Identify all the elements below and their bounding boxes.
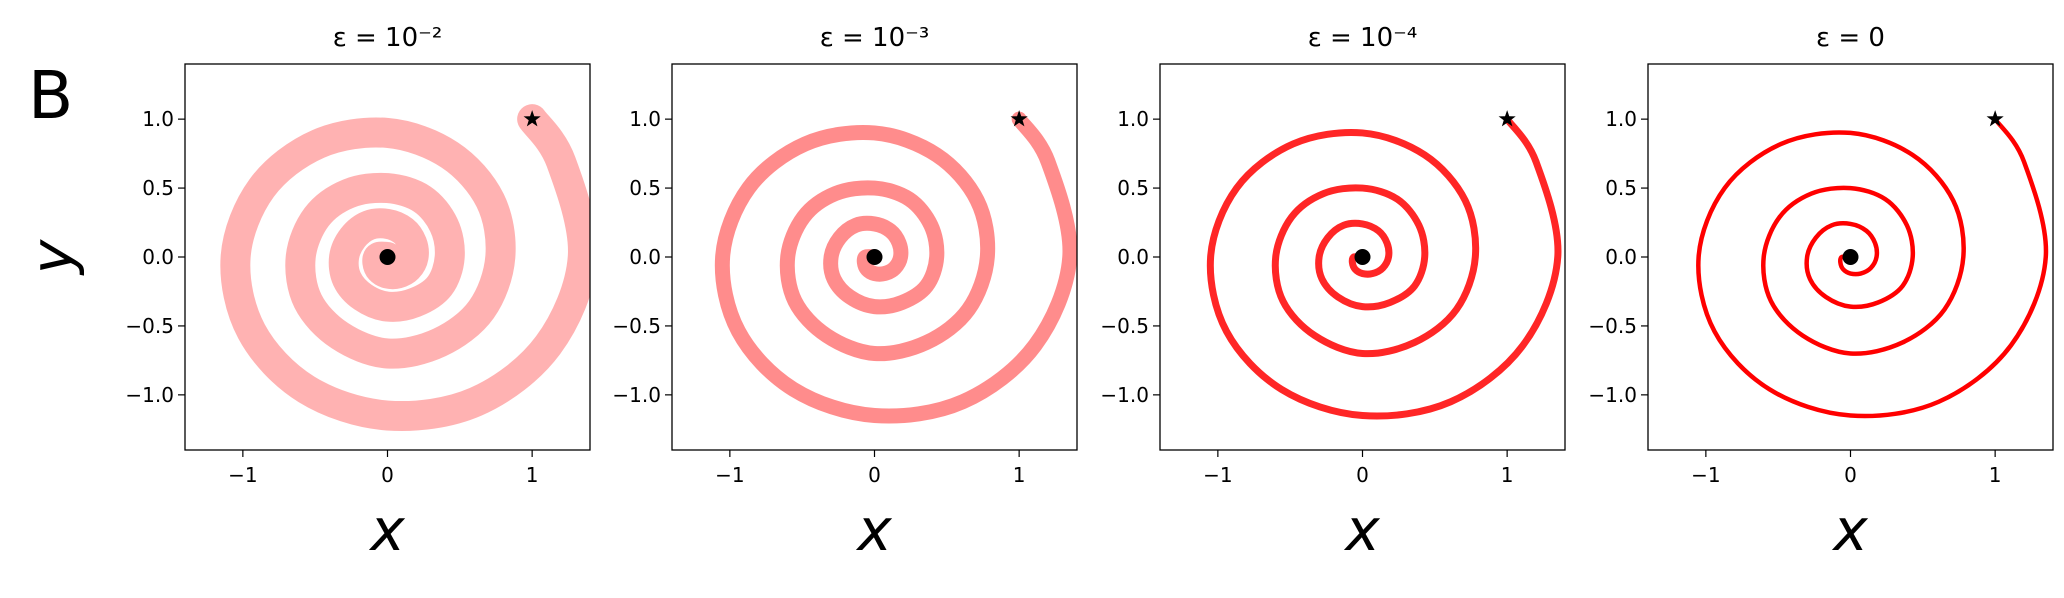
- x-tick-label: 1: [526, 463, 539, 487]
- x-axis-label: x: [855, 496, 892, 564]
- y-tick-label: 1.0: [1117, 107, 1149, 131]
- y-tick-label: −0.5: [1100, 314, 1149, 338]
- y-tick-label: 0.0: [1605, 245, 1637, 269]
- x-tick-label: −1: [228, 463, 257, 487]
- end-marker: [379, 249, 396, 265]
- x-axis-label: x: [1343, 496, 1380, 564]
- x-tick-label: −1: [1203, 463, 1232, 487]
- subplot-title: ε = 10⁻⁴: [1308, 23, 1418, 53]
- x-tick-label: −1: [1691, 463, 1720, 487]
- trajectory: [220, 104, 590, 432]
- y-tick-label: 1.0: [629, 107, 661, 131]
- subplot: −1 0 1 −1.0 −0.5 0.0 0.5 1.0 ε = 10⁻² x y: [18, 23, 591, 564]
- start-marker: [1498, 110, 1516, 127]
- trajectory: [1696, 116, 2049, 419]
- y-tick-label: 0.0: [629, 245, 661, 269]
- y-tick-label: −0.5: [125, 314, 174, 338]
- y-tick-label: 1.0: [142, 107, 174, 131]
- subplot: −1 0 1 −1.0 −0.5 0.0 0.5 1.0 ε = 10⁻³ x: [612, 23, 1078, 564]
- y-tick-label: −0.5: [1588, 314, 1637, 338]
- x-tick-label: 0: [868, 463, 881, 487]
- end-marker: [1842, 249, 1859, 265]
- trajectory: [714, 111, 1077, 424]
- x-axis-label: x: [1831, 496, 1868, 564]
- panel-letter: B: [28, 57, 73, 134]
- y-tick-label: −1.0: [612, 383, 661, 407]
- y-tick-label: −1.0: [1588, 383, 1637, 407]
- y-tick-label: 0.5: [1117, 176, 1149, 200]
- trajectory: [1206, 115, 1562, 420]
- x-tick-label: −1: [715, 463, 744, 487]
- subplot-title: ε = 10⁻²: [333, 23, 443, 53]
- x-tick-label: 0: [381, 463, 394, 487]
- y-tick-label: −1.0: [1100, 383, 1149, 407]
- end-marker: [1354, 249, 1371, 265]
- start-marker: [1010, 110, 1028, 127]
- x-tick-label: 0: [1356, 463, 1369, 487]
- subplot-title: ε = 0: [1816, 23, 1885, 53]
- x-tick-label: 1: [1501, 463, 1514, 487]
- start-marker: [1986, 110, 2004, 127]
- subplot-title: ε = 10⁻³: [820, 23, 930, 53]
- y-tick-label: 0.5: [142, 176, 174, 200]
- end-marker: [866, 249, 883, 265]
- y-tick-label: 0.5: [1605, 176, 1637, 200]
- x-axis-label: x: [368, 496, 405, 564]
- x-tick-label: 0: [1844, 463, 1857, 487]
- subplot: −1 0 1 −1.0 −0.5 0.0 0.5 1.0 ε = 10⁻⁴ x: [1100, 23, 1566, 564]
- y-tick-label: −1.0: [125, 383, 174, 407]
- x-tick-label: 1: [1989, 463, 2002, 487]
- y-tick-label: 0.5: [629, 176, 661, 200]
- subplot: −1 0 1 −1.0 −0.5 0.0 0.5 1.0 ε = 0 x: [1588, 23, 2054, 564]
- y-tick-label: −0.5: [612, 314, 661, 338]
- y-axis-label: y: [18, 239, 86, 276]
- y-tick-label: 1.0: [1605, 107, 1637, 131]
- y-tick-label: 0.0: [1117, 245, 1149, 269]
- start-marker: [523, 110, 541, 127]
- x-tick-label: 1: [1013, 463, 1026, 487]
- y-tick-label: 0.0: [142, 245, 174, 269]
